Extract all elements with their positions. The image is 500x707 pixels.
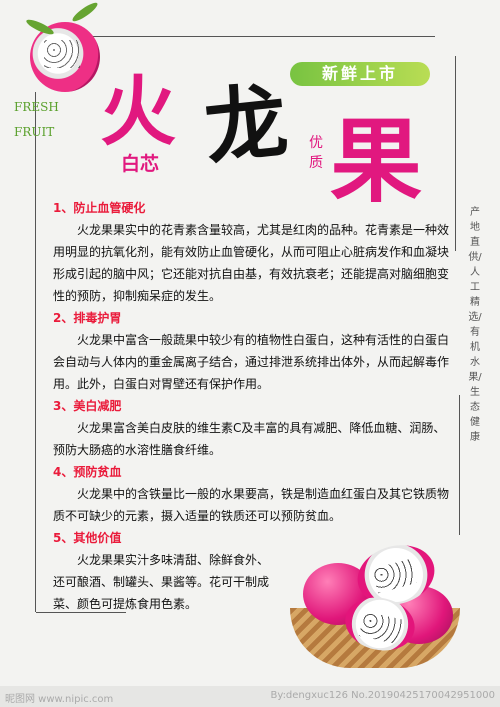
watermark-right: By:dengxuc126 No.20190425170042951000 [270, 690, 495, 701]
section-body: 火龙果富含美白皮肤的维生素C及丰富的具有减肥、降低血糖、润肠、预防大肠癌的水溶性… [53, 421, 446, 457]
frame-right-line [455, 56, 456, 251]
frame-right-lower-line [459, 395, 460, 535]
leaf-decoration [70, 0, 100, 24]
right-vertical-slogan: 产地直供/人工精选/有机水果/生态健康 [468, 207, 482, 443]
white-core-label: 白芯 [120, 153, 159, 175]
title-guo: 果 [330, 107, 423, 215]
section-title: 4、预防贫血 [53, 465, 122, 479]
section-1: 1、防止血管硬化 火龙果果实中的花青素含量较高，尤其是红肉的品种。花青素是一种效… [53, 197, 453, 307]
section-body: 火龙果中富含一般蔬果中较少有的植物性白蛋白，这种有活性的白蛋白会自动与人体内的重… [53, 333, 450, 391]
fresh-fruit-vertical-text: FRESH FRUIT [14, 100, 59, 139]
section-body: 火龙果果实汁多味清甜、除鲜食外、还可酿酒、制罐头、果酱等。花可干制成菜、颜色可提… [53, 553, 270, 611]
section-3: 3、美白减肥 火龙果富含美白皮肤的维生素C及丰富的具有减肥、降低血糖、润肠、预防… [53, 395, 453, 461]
section-2: 2、排毒护胃 火龙果中富含一般蔬果中较少有的植物性白蛋白，这种有活性的白蛋白会自… [53, 307, 453, 395]
section-title: 5、其他价值 [53, 531, 122, 545]
frame-bottom-line [36, 612, 126, 613]
fresh-market-badge: 新鲜上市 [290, 62, 430, 86]
watermark-left: 昵图网 www.nipic.com [5, 694, 114, 705]
section-5: 5、其他价值 火龙果果实汁多味清甜、除鲜食外、还可酿酒、制罐头、果酱等。花可干制… [53, 527, 453, 615]
section-4: 4、预防贫血 火龙果中的含铁量比一般的水果要高，铁是制造血红蛋白及其它铁质物质不… [53, 461, 453, 527]
section-body: 火龙果果实中的花青素含量较高，尤其是红肉的品种。花青素是一种效用明显的抗氧化剂，… [53, 223, 450, 303]
watermark-bar [0, 686, 500, 707]
fruit-basket-image [275, 536, 465, 688]
dragon-fruit-seeds [44, 40, 80, 68]
title-long: 龙 [200, 72, 292, 178]
frame-left-line [35, 92, 36, 612]
section-body: 火龙果中的含铁量比一般的水果要高，铁是制造血红蛋白及其它铁质物质不可缺少的元素，… [53, 487, 450, 523]
benefits-content: 1、防止血管硬化 火龙果果实中的花青素含量较高，尤其是红肉的品种。花青素是一种效… [53, 197, 453, 615]
section-title: 2、排毒护胃 [53, 311, 122, 325]
section-title: 3、美白减肥 [53, 399, 122, 413]
quality-label: 优质 [309, 135, 323, 171]
section-title: 1、防止血管硬化 [53, 201, 146, 215]
title-huo: 火 [100, 67, 176, 156]
frame-top-line [90, 36, 435, 37]
